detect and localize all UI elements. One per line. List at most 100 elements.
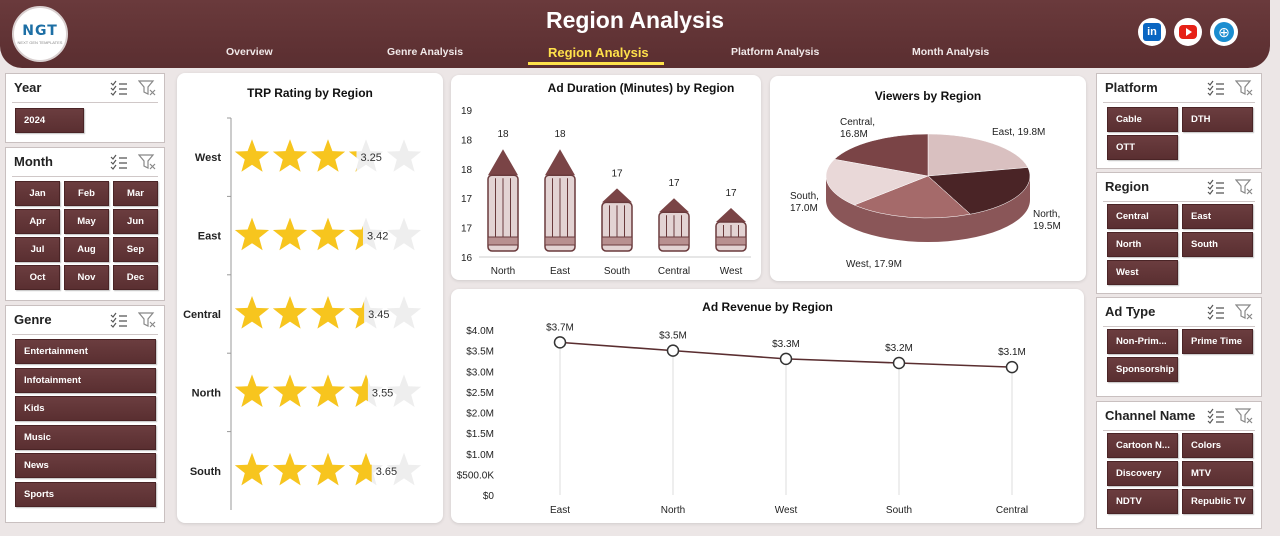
duration-value-label: 17: [725, 188, 737, 199]
star-filled-icon: [310, 217, 346, 251]
slicer-item-cable[interactable]: Cable: [1107, 107, 1178, 132]
slicer-item-ndtv[interactable]: NDTV: [1107, 489, 1178, 514]
trp-category-label: East: [198, 231, 222, 243]
slicer-item-nov[interactable]: Nov: [64, 265, 109, 290]
revenue-point: [892, 356, 906, 370]
linkedin-icon[interactable]: in: [1138, 18, 1166, 46]
nav-region-analysis[interactable]: Region Analysis: [548, 45, 649, 60]
slicer-ad-type: Ad Type Non-Prim... Prime Time Sponsorsh…: [1096, 297, 1262, 397]
star-filled-icon: [310, 296, 346, 329]
slicer-item-oct[interactable]: Oct: [15, 265, 60, 290]
slicer-item-feb[interactable]: Feb: [64, 181, 109, 206]
star-filled-icon: [348, 151, 357, 172]
slicer-item-entertainment[interactable]: Entertainment: [15, 339, 156, 364]
slicer-item-2024[interactable]: 2024: [15, 108, 84, 133]
chart-title: TRP Rating by Region: [247, 86, 373, 100]
star-empty-icon: [386, 139, 422, 172]
slicer-item-news[interactable]: News: [15, 453, 156, 478]
clear-filter-icon[interactable]: [1235, 80, 1253, 96]
slicer-platform: Platform Cable DTH OTT: [1096, 73, 1262, 169]
slicer-title: Year: [14, 80, 42, 95]
slicer-item-colors[interactable]: Colors: [1182, 433, 1253, 458]
multi-select-icon[interactable]: [1207, 179, 1225, 195]
ad-duration-card: Ad Duration (Minutes) by Region 19 18 18 17…: [451, 75, 761, 280]
slicer-item-kids[interactable]: Kids: [15, 396, 156, 421]
clear-filter-icon[interactable]: [1235, 304, 1253, 320]
slicer-item-east[interactable]: East: [1182, 204, 1253, 229]
slicer-item-dec[interactable]: Dec: [113, 265, 158, 290]
duration-value-label: 17: [668, 178, 680, 189]
slicer-title: Region: [1105, 179, 1150, 194]
star-empty-icon: [348, 217, 384, 251]
star-empty-icon: [348, 139, 384, 172]
trp-star-bar: [234, 217, 422, 251]
clear-filter-icon[interactable]: [1235, 408, 1253, 424]
slicer-item-cartoon-network[interactable]: Cartoon N...: [1107, 433, 1178, 458]
slicer-item-mar[interactable]: Mar: [113, 181, 158, 206]
slicer-year: Year 2024: [5, 73, 165, 143]
slicer-item-jun[interactable]: Jun: [113, 209, 158, 234]
logo-text: NGT: [22, 23, 58, 39]
revenue-point: [779, 352, 793, 366]
multi-select-icon[interactable]: [1207, 80, 1225, 96]
slicer-item-aug[interactable]: Aug: [64, 237, 109, 262]
clear-filter-icon[interactable]: [1235, 179, 1253, 195]
multi-select-icon[interactable]: [1207, 408, 1225, 424]
clear-filter-icon[interactable]: [138, 80, 156, 96]
globe-icon[interactable]: ⊕: [1210, 18, 1238, 46]
revenue-value-label: $3.2M: [885, 343, 913, 354]
pie-slice: [927, 167, 1031, 215]
nav-overview[interactable]: Overview: [226, 46, 273, 58]
slicer-item-central[interactable]: Central: [1107, 204, 1178, 229]
trp-star-bar: [234, 296, 422, 329]
multi-select-icon[interactable]: [1207, 304, 1225, 320]
slicer-item-apr[interactable]: Apr: [15, 209, 60, 234]
multi-select-icon[interactable]: [110, 312, 128, 328]
duration-ytick-label: 17: [461, 194, 473, 205]
slicer-item-dth[interactable]: DTH: [1182, 107, 1253, 132]
pencil-tip: [488, 149, 518, 176]
slicer-item-mtv[interactable]: MTV: [1182, 461, 1253, 486]
slicer-item-infotainment[interactable]: Infotainment: [15, 368, 156, 393]
nav-platform-analysis[interactable]: Platform Analysis: [731, 46, 820, 58]
slicer-item-south[interactable]: South: [1182, 232, 1253, 257]
slicer-item-prime-time[interactable]: Prime Time: [1182, 329, 1253, 354]
slicer-item-west[interactable]: West: [1107, 260, 1178, 285]
slicer-item-jan[interactable]: Jan: [15, 181, 60, 206]
nav-genre-analysis[interactable]: Genre Analysis: [387, 46, 464, 58]
slicer-item-sports[interactable]: Sports: [15, 482, 156, 507]
trp-star-bar: [234, 139, 422, 172]
slicer-item-non-prime[interactable]: Non-Prim...: [1107, 329, 1178, 354]
slicer-item-may[interactable]: May: [64, 209, 109, 234]
revenue-ytick-label: $1.5M: [466, 429, 494, 440]
pie-data-label: East, 19.8M: [992, 127, 1045, 138]
pencil-tip: [545, 149, 575, 176]
slicer-item-jul[interactable]: Jul: [15, 237, 60, 262]
nav-month-analysis[interactable]: Month Analysis: [912, 46, 990, 58]
revenue-value-label: $3.5M: [659, 331, 687, 342]
slicer-item-sep[interactable]: Sep: [113, 237, 158, 262]
multi-select-icon[interactable]: [110, 154, 128, 170]
active-nav-underline: [528, 62, 664, 65]
clear-filter-icon[interactable]: [138, 312, 156, 328]
youtube-icon[interactable]: [1174, 18, 1202, 46]
multi-select-icon[interactable]: [110, 80, 128, 96]
slicer-item-north[interactable]: North: [1107, 232, 1178, 257]
clear-filter-icon[interactable]: [138, 154, 156, 170]
pie-data-label: North, 19.5M: [1033, 209, 1061, 232]
duration-pencil-bar: [715, 208, 747, 252]
slicer-item-sponsorship[interactable]: Sponsorship: [1107, 357, 1178, 382]
trp-value-label: 3.45: [368, 309, 389, 321]
star-filled-icon: [348, 452, 372, 486]
header-bar: NGT NEXT GEN TEMPLATES Region Analysis O…: [0, 0, 1270, 68]
revenue-ytick-label: $1.0M: [466, 450, 494, 461]
chart-title: Ad Revenue by Region: [702, 300, 833, 314]
slicer-item-discovery[interactable]: Discovery: [1107, 461, 1178, 486]
slicer-item-republic-tv[interactable]: Republic TV: [1182, 489, 1253, 514]
slicer-title: Month: [14, 154, 53, 169]
trp-star-bar: [234, 374, 422, 407]
slicer-item-music[interactable]: Music: [15, 425, 156, 450]
duration-category-label: East: [550, 266, 570, 277]
slicer-item-ott[interactable]: OTT: [1107, 135, 1178, 160]
ad-revenue-line-chart: $4.0M $3.5M $3.0M $2.5M $2.0M $1.5M $1.0M $500.…: [457, 322, 1028, 516]
